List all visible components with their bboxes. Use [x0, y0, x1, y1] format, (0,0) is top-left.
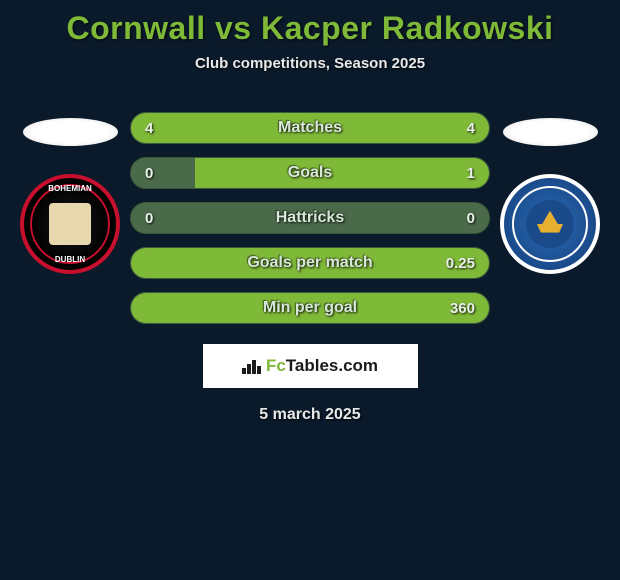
- badge-left-castle-icon: [49, 203, 91, 245]
- bar-chart-icon: [242, 358, 262, 374]
- stats-column: 4Matches40Goals10Hattricks0Goals per mat…: [130, 100, 490, 324]
- date-text: 5 march 2025: [0, 406, 620, 424]
- ship-icon: [537, 211, 563, 233]
- logo-text: FcTables.com: [266, 356, 378, 376]
- stat-value-right: 360: [450, 300, 475, 317]
- left-club-badge: BOHEMIAN DUBLIN: [20, 174, 120, 274]
- stat-value-right: 4: [467, 120, 475, 137]
- right-column: [490, 100, 610, 274]
- stat-label: Goals: [131, 164, 489, 182]
- left-column: BOHEMIAN DUBLIN: [10, 100, 130, 274]
- stat-label: Matches: [131, 119, 489, 137]
- fctables-logo: FcTables.com: [203, 344, 418, 388]
- stat-label: Hattricks: [131, 209, 489, 227]
- left-flag-oval: [23, 118, 118, 146]
- badge-left-bottom-text: DUBLIN: [24, 255, 116, 264]
- stat-value-right: 0.25: [446, 255, 475, 272]
- stat-bar: 0Hattricks0: [130, 202, 490, 234]
- stat-value-right: 1: [467, 165, 475, 182]
- infographic-container: Cornwall vs Kacper Radkowski Club compet…: [0, 0, 620, 424]
- stat-bar: Min per goal360: [130, 292, 490, 324]
- stat-bar: 4Matches4: [130, 112, 490, 144]
- page-title: Cornwall vs Kacper Radkowski: [0, 10, 620, 47]
- content-row: BOHEMIAN DUBLIN 4Matches40Goals10Hattric…: [0, 100, 620, 324]
- stat-label: Goals per match: [131, 254, 489, 272]
- right-club-badge: [500, 174, 600, 274]
- right-flag-oval: [503, 118, 598, 146]
- stat-bar: Goals per match0.25: [130, 247, 490, 279]
- badge-left-top-text: BOHEMIAN: [24, 184, 116, 193]
- stat-bar: 0Goals1: [130, 157, 490, 189]
- badge-right-inner: [526, 200, 574, 248]
- stat-label: Min per goal: [131, 299, 489, 317]
- stat-value-right: 0: [467, 210, 475, 227]
- subtitle: Club competitions, Season 2025: [0, 55, 620, 72]
